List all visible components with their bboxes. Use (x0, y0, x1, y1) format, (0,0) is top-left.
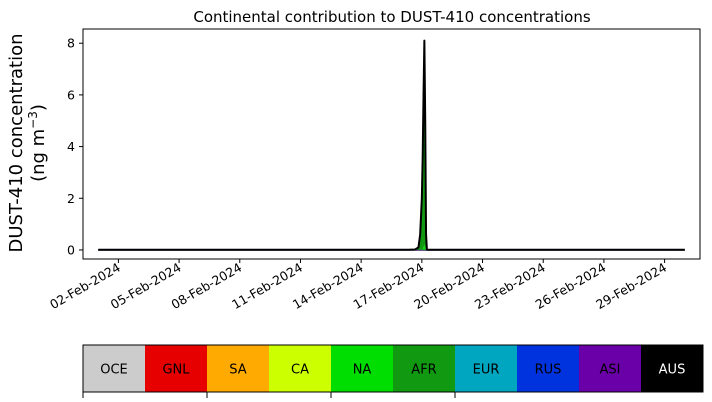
legend-swatch-oce (83, 345, 145, 392)
legend-label-gnl: GNL (162, 363, 190, 378)
x-axis: 02-Feb-202405-Feb-202408-Feb-202411-Feb-… (47, 259, 669, 312)
legend-label-aus: AUS (659, 363, 686, 378)
legend-label-asi: ASI (600, 363, 621, 378)
legend-swatch-gnl (145, 345, 207, 392)
y-tick-label: 0 (67, 242, 75, 257)
legend-label-na: NA (353, 363, 372, 378)
legend-label-sa: SA (229, 363, 246, 378)
legend-label-afr: AFR (411, 363, 436, 378)
legend-swatch-ca (269, 345, 331, 392)
legend-label-eur: EUR (473, 363, 500, 378)
y-axis-label-line1: DUST-410 concentration (6, 33, 27, 252)
y-tick-label: 6 (67, 87, 75, 102)
legend-swatch-aus (641, 345, 703, 392)
y-axis: 0 2 4 6 8 (67, 36, 83, 257)
legend-frame (82, 344, 704, 393)
legend-swatch-afr (393, 345, 455, 392)
area-na (408, 244, 427, 250)
legend-swatch-rus (517, 345, 579, 392)
chart-title: Continental contribution to DUST-410 con… (193, 8, 590, 26)
legend-label-oce: OCE (100, 363, 128, 378)
y-tick-label: 8 (67, 36, 75, 51)
total-line (98, 39, 685, 251)
legend-label-rus: RUS (535, 363, 562, 378)
legend-swatch-asi (579, 345, 641, 392)
y-tick-label: 2 (67, 191, 75, 206)
plot-area (82, 28, 701, 260)
plot-frame (82, 28, 701, 260)
legend-swatch-eur (455, 345, 517, 392)
legend-bar: OCE GNL SA CA NA AFR EUR RUS ASI AUS (82, 344, 704, 398)
legend-swatch-sa (207, 345, 269, 392)
y-axis-label-line2: (ng m−3) (26, 104, 49, 182)
legend-label-ca: CA (291, 363, 309, 378)
y-axis-label: DUST-410 concentration (ng m−3) (6, 33, 49, 252)
area-afr (408, 102, 427, 250)
legend-swatch-na (331, 345, 393, 392)
y-tick-label: 4 (67, 139, 75, 154)
